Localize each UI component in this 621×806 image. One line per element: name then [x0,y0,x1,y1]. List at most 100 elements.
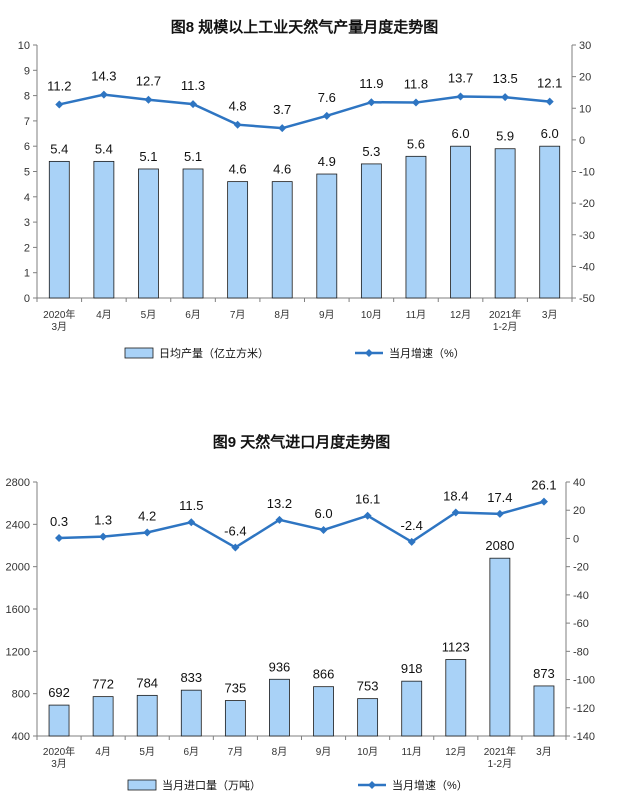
x-tick-label: 7月 [228,746,244,758]
growth-value-label: 17.4 [487,490,512,505]
x-tick-label: 8月 [272,746,288,758]
growth-value-label: 11.8 [404,77,428,92]
bar [494,148,516,299]
legend-bar-label: 日均产量（亿立方米） [159,346,269,360]
bar-value-label: 5.9 [496,129,514,144]
x-tick-label: 4月 [96,309,112,321]
right-tick-label: -40 [573,590,589,602]
left-tick-label: 6 [24,141,30,153]
growth-point [407,537,416,546]
left-tick-label: 3 [24,217,30,229]
growth-point [233,120,242,129]
x-tick-label: 12月 [445,746,466,758]
growth-point [187,518,196,527]
bar [269,678,290,737]
x-tick-label: 2021年 1-2月 [489,308,521,333]
legend: 当月进口量（万吨） 当月增速（%） [127,778,468,792]
growth-point [451,508,460,517]
bar [489,557,511,737]
growth-line [59,93,550,130]
x-tick-label: 10月 [361,309,382,321]
bar-value-label: 6.0 [452,126,470,141]
bar-value-label: 753 [357,679,379,694]
growth-point [501,93,510,102]
growth-value-label: 4.2 [138,509,156,524]
growth-point [55,100,64,109]
bar [360,163,382,299]
bar [136,694,158,737]
bar-value-label: 5.4 [95,141,113,156]
growth-point [278,124,287,133]
legend-line-label: 当月增速（%） [389,346,465,360]
growth-point [99,90,108,99]
bar [271,181,293,299]
bar [48,704,70,737]
left-tick-label: 5 [24,167,30,179]
left-tick-label: 0 [24,293,30,305]
bar-value-label: 5.4 [50,141,68,156]
legend-line-marker [368,781,376,789]
x-tick-label: 9月 [316,746,332,758]
bar [533,685,555,737]
growth-point [322,111,331,120]
bar [401,680,423,737]
bar-value-label: 5.6 [407,136,425,151]
growth-value-label: 7.6 [318,90,336,105]
bar-value-label: 866 [313,667,335,682]
growth-value-label: 11.9 [359,76,383,91]
right-tick-label: 0 [579,135,585,147]
x-tick-label: 6月 [184,746,200,758]
chart-2: 图9 天然气进口月度走势图40080012001600200024002800-… [6,433,596,792]
legend-bar-swatch [127,779,157,791]
x-tick-label: 8月 [274,309,290,321]
legend-bar-swatch [124,347,154,359]
bar-value-label: 4.9 [318,154,336,169]
bar [316,173,338,299]
x-tick-label: 11月 [402,746,422,758]
bar [224,700,246,737]
left-tick-label: 10 [18,40,30,52]
legend-bar-label: 当月进口量（万吨） [162,778,261,792]
growth-point [456,92,465,101]
left-tick-label: 2400 [6,519,30,531]
left-tick-label: 4 [24,192,30,204]
growth-point [275,515,284,524]
right-tick-label: 0 [573,533,579,545]
chart-title: 图8 规模以上工业天然气产量月度走势图 [171,18,439,36]
x-tick-label: 2020年 3月 [43,745,75,770]
growth-point [367,98,376,107]
x-tick-label: 11月 [406,309,426,321]
left-tick-label: 1 [24,268,30,280]
bar-value-label: 2080 [485,538,514,553]
bar [92,696,114,737]
x-tick-label: 5月 [139,746,155,758]
growth-point [55,534,64,543]
x-tick-label: 7月 [230,309,246,321]
left-tick-label: 9 [24,65,30,77]
growth-value-label: 11.2 [47,78,71,93]
bar [48,160,70,299]
left-tick-label: 400 [12,731,30,743]
growth-value-label: 1.3 [94,513,112,528]
right-tick-label: 20 [579,72,591,84]
legend-line-label: 当月增速（%） [392,778,468,792]
growth-value-label: 12.1 [537,76,562,91]
right-tick-label: -30 [579,230,595,242]
x-tick-label: 3月 [536,746,552,758]
right-tick-label: -120 [573,703,595,715]
bar [93,160,115,299]
growth-line [59,500,545,549]
x-tick-label: 2021年 1-2月 [484,745,516,770]
bar-value-label: 735 [225,681,247,696]
left-tick-label: 7 [24,116,30,128]
bar [180,689,202,737]
bar [450,145,471,299]
x-tick-label: 4月 [95,746,111,758]
right-tick-label: -80 [573,646,589,658]
bar [138,168,159,299]
right-tick-label: -60 [573,618,589,630]
right-tick-label: -140 [573,731,595,743]
growth-value-label: 3.7 [273,102,291,117]
chart-1: 图8 规模以上工业天然气产量月度走势图 0 1 2 3 4 5 6 7 8 9 10 -50 -40 -30… [18,18,595,360]
